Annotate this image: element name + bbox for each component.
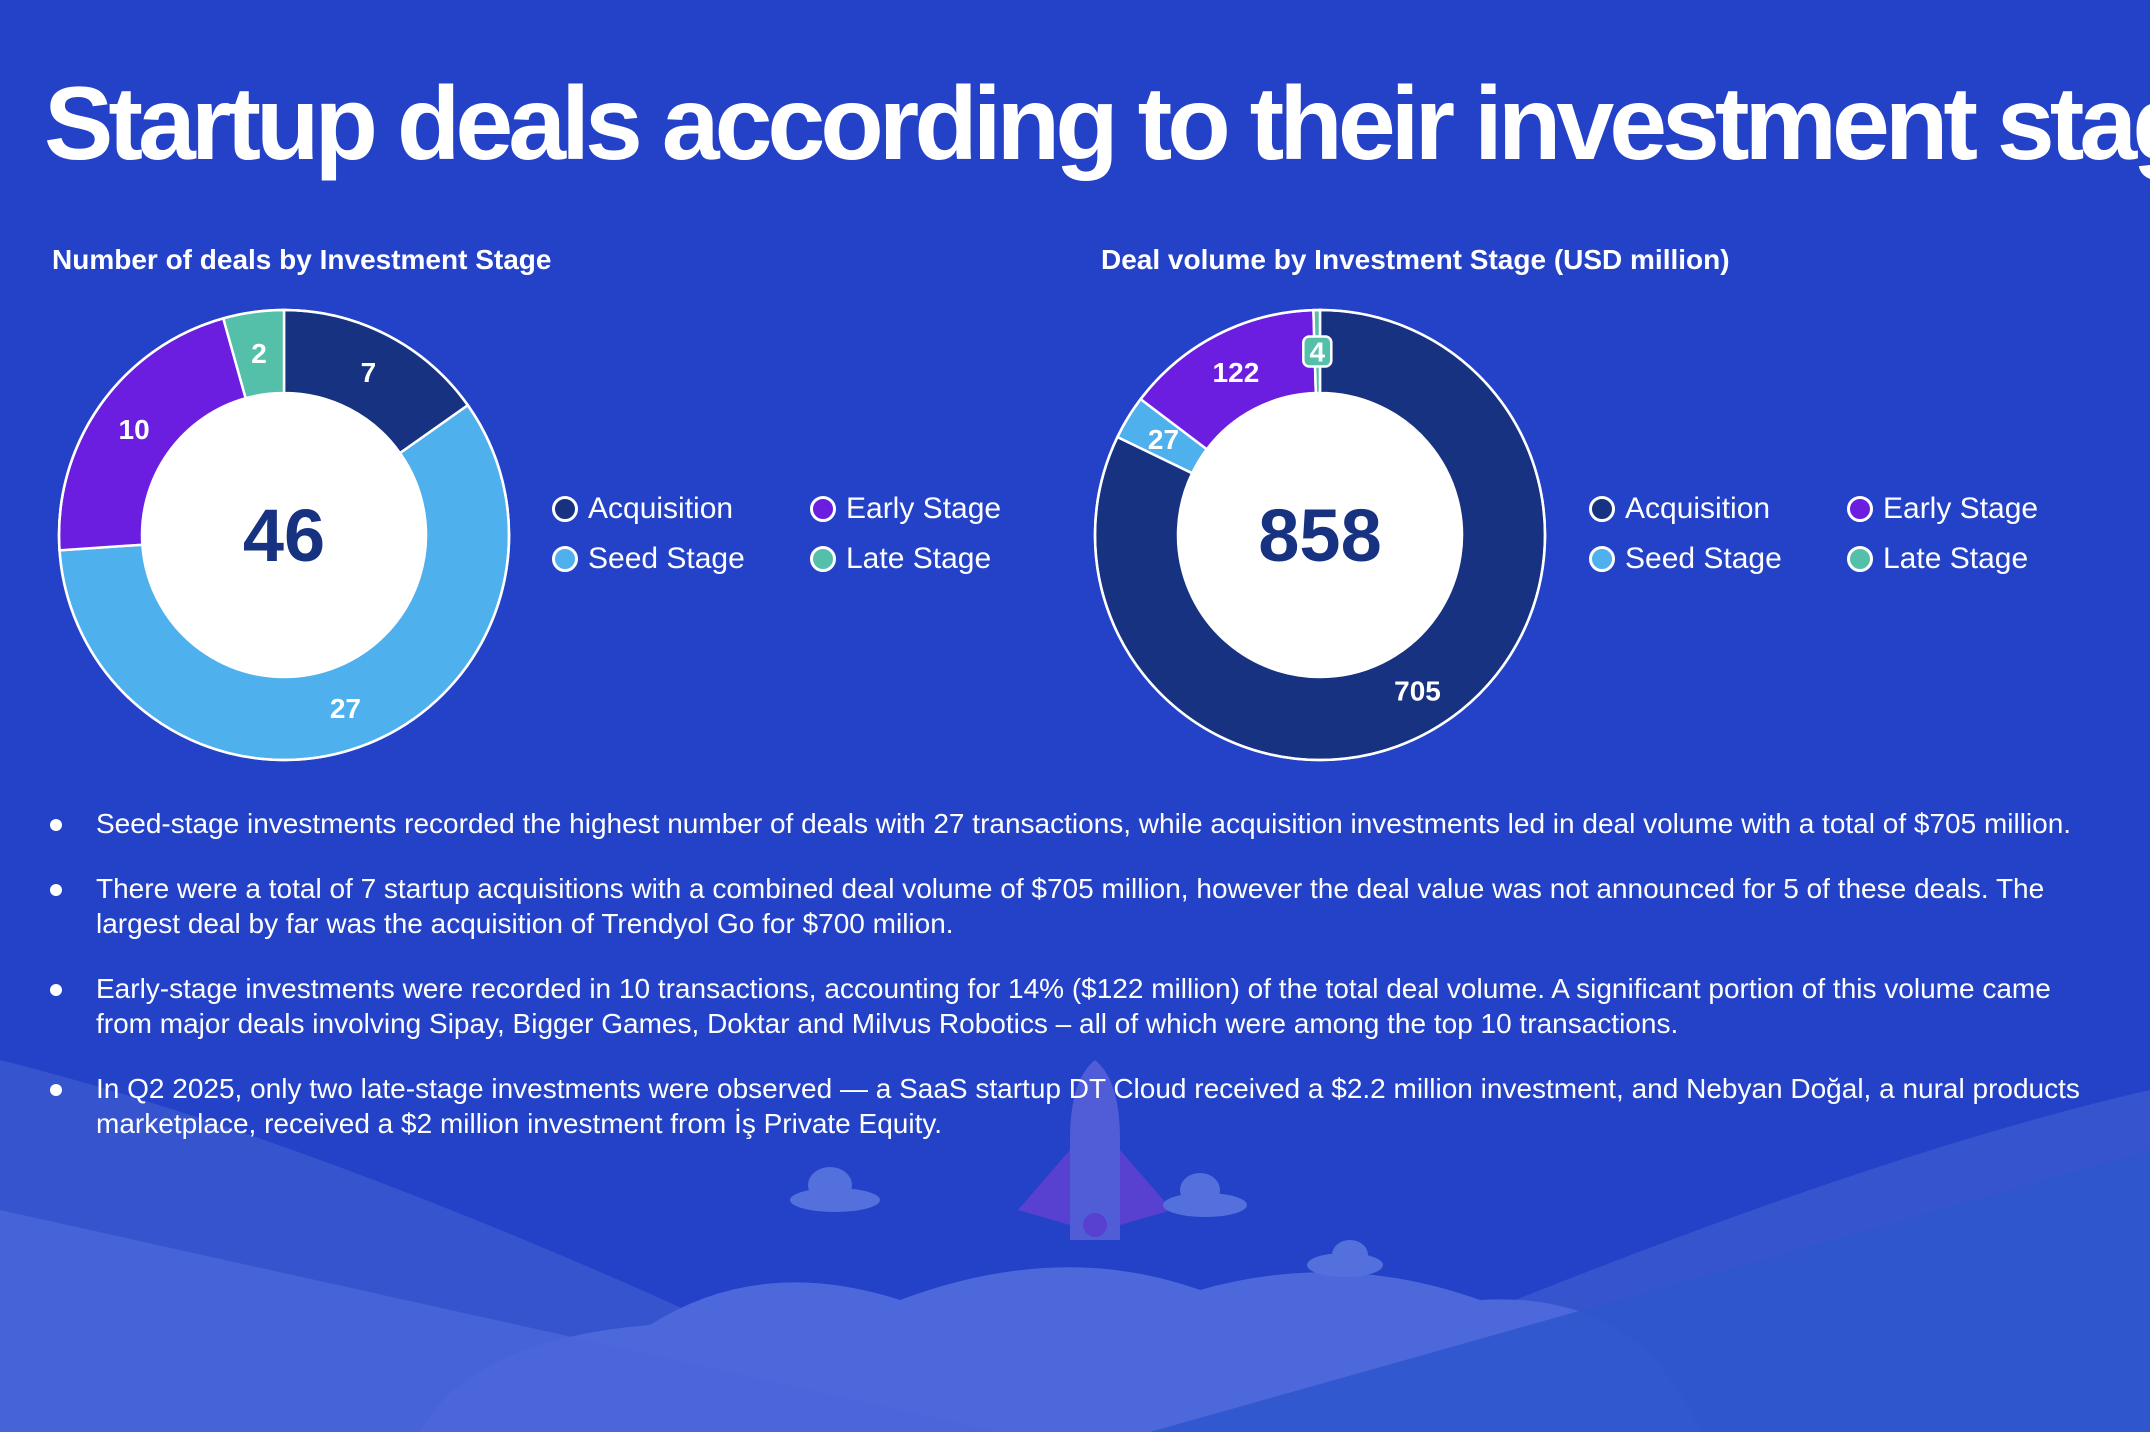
legend-swatch-late-stage xyxy=(810,546,836,572)
donut-chart-deal-volume: 858 705 27 122 4 xyxy=(1093,308,1547,762)
legend-item-acquisition: Acquisition xyxy=(552,492,810,526)
legend-item-early-stage: Early Stage xyxy=(1847,492,2057,526)
data-label-early-stage: 10 xyxy=(119,414,150,445)
bullet-item: Early-stage investments were recorded in… xyxy=(50,971,2080,1041)
legend-item-seed-stage: Seed Stage xyxy=(552,542,810,576)
data-label-late-stage: 4 xyxy=(1310,337,1326,368)
data-label-seed-stage: 27 xyxy=(330,693,361,724)
data-label-acquisition: 705 xyxy=(1394,675,1441,706)
legend-swatch-early-stage xyxy=(810,496,836,522)
page-title: Startup deals according to their investm… xyxy=(44,66,2150,182)
ground-beam-left xyxy=(0,1210,1000,1432)
bullet-item: Seed-stage investments recorded the high… xyxy=(50,806,2080,841)
legend-deal-count: Acquisition Early Stage Seed Stage Late Sta… xyxy=(552,492,1022,576)
data-label-seed-stage: 27 xyxy=(1148,424,1179,455)
bullet-item: There were a total of 7 startup acquisit… xyxy=(50,871,2080,941)
legend-swatch-seed-stage xyxy=(552,546,578,572)
data-label-late-stage: 2 xyxy=(251,338,267,369)
legend-label: Acquisition xyxy=(1625,492,1771,525)
legend-label: Early Stage xyxy=(1883,492,2039,525)
legend-label: Late Stage xyxy=(1883,542,2029,575)
donut-chart-deal-count: 46 7 27 10 2 xyxy=(57,308,511,762)
legend-swatch-late-stage xyxy=(1847,546,1873,572)
legend-label: Seed Stage xyxy=(1625,542,1782,575)
donut-center xyxy=(1178,393,1462,677)
legend-label: Seed Stage xyxy=(588,542,745,575)
donut-center-total: 46 xyxy=(243,494,325,577)
legend-item-late-stage: Late Stage xyxy=(1847,542,2057,576)
legend-item-early-stage: Early Stage xyxy=(810,492,1020,526)
donut-center xyxy=(142,393,426,677)
donut-outer-ring xyxy=(1093,308,1547,762)
legend-swatch-acquisition xyxy=(552,496,578,522)
ground-beam-right xyxy=(1150,1150,2150,1432)
legend-swatch-seed-stage xyxy=(1589,546,1615,572)
data-label-acquisition: 7 xyxy=(361,357,377,388)
chart-title-deal-volume: Deal volume by Investment Stage (USD mil… xyxy=(1101,244,1730,275)
legend-item-late-stage: Late Stage xyxy=(810,542,1020,576)
legend-item-seed-stage: Seed Stage xyxy=(1589,542,1847,576)
chart-title-deal-count: Number of deals by Investment Stage xyxy=(52,244,552,275)
data-label-badge xyxy=(1302,335,1333,368)
legend-label: Early Stage xyxy=(846,492,1002,525)
small-cloud-icon xyxy=(790,1167,1383,1277)
rocket-icon xyxy=(1018,1060,1172,1240)
legend-item-acquisition: Acquisition xyxy=(1589,492,1847,526)
legend-swatch-early-stage xyxy=(1847,496,1873,522)
bullet-list: Seed-stage investments recorded the high… xyxy=(50,806,2080,1171)
legend-swatch-acquisition xyxy=(1589,496,1615,522)
bullet-item: In Q2 2025, only two late-stage investme… xyxy=(50,1071,2080,1141)
legend-label: Acquisition xyxy=(588,492,734,525)
donut-center-total: 858 xyxy=(1258,494,1381,577)
legend-deal-volume: Acquisition Early Stage Seed Stage Late Sta… xyxy=(1589,492,2059,576)
donut-outer-ring xyxy=(57,308,511,762)
data-label-early-stage: 122 xyxy=(1213,357,1260,388)
legend-label: Late Stage xyxy=(846,542,992,575)
